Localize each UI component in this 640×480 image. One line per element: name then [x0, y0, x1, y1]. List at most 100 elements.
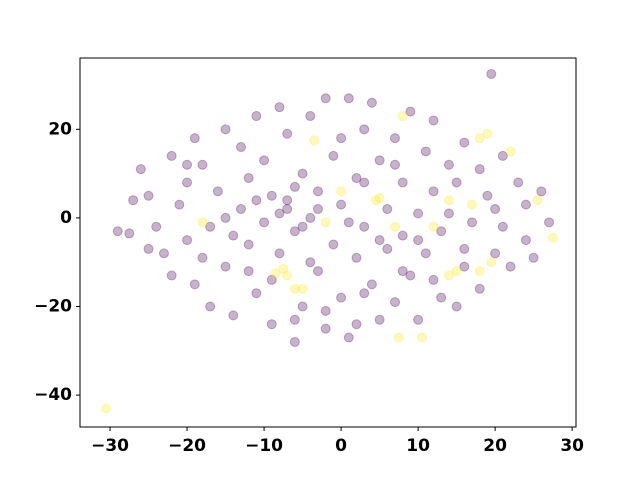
- point: [443, 195, 454, 206]
- point: [451, 301, 462, 312]
- point: [205, 301, 216, 312]
- point: [359, 288, 370, 299]
- y-tick-label: 0: [60, 208, 72, 228]
- point: [297, 221, 308, 232]
- point: [482, 190, 493, 201]
- point: [197, 217, 208, 228]
- point: [343, 217, 354, 228]
- point: [397, 111, 408, 122]
- point: [436, 292, 447, 303]
- point: [297, 301, 308, 312]
- point: [189, 133, 200, 144]
- point: [212, 186, 223, 197]
- point: [128, 195, 139, 206]
- point: [158, 248, 169, 259]
- point: [393, 332, 404, 343]
- point: [336, 133, 347, 144]
- point: [197, 159, 208, 170]
- point: [235, 142, 246, 153]
- point: [420, 146, 431, 157]
- point: [266, 319, 277, 330]
- point: [189, 279, 200, 290]
- point: [505, 146, 516, 157]
- point: [197, 252, 208, 263]
- point: [451, 177, 462, 188]
- x-tick-label: 10: [406, 436, 430, 456]
- point: [390, 159, 401, 170]
- point: [474, 266, 485, 277]
- point: [497, 221, 508, 232]
- point: [374, 155, 385, 166]
- point: [467, 217, 478, 228]
- point: [443, 270, 454, 281]
- x-tick-label: 20: [483, 436, 507, 456]
- point: [520, 199, 531, 210]
- point: [135, 164, 146, 175]
- point: [474, 133, 485, 144]
- point: [328, 239, 339, 250]
- point: [101, 403, 112, 414]
- point: [182, 235, 193, 246]
- point: [390, 133, 401, 144]
- point: [351, 319, 362, 330]
- point: [220, 261, 231, 272]
- point: [274, 208, 285, 219]
- point: [459, 243, 470, 254]
- point: [112, 226, 123, 237]
- point: [443, 208, 454, 219]
- point: [413, 235, 424, 246]
- point: [436, 226, 447, 237]
- point: [289, 336, 300, 347]
- point: [182, 159, 193, 170]
- point: [343, 93, 354, 104]
- point: [182, 177, 193, 188]
- point: [370, 195, 381, 206]
- point: [428, 221, 439, 232]
- point: [359, 124, 370, 135]
- point: [374, 314, 385, 325]
- point: [282, 204, 293, 215]
- point: [282, 128, 293, 139]
- x-tick-label: −20: [168, 436, 206, 456]
- point: [413, 314, 424, 325]
- point: [205, 221, 216, 232]
- point: [366, 97, 377, 108]
- point: [305, 257, 316, 268]
- point: [359, 221, 370, 232]
- point: [428, 115, 439, 126]
- point: [309, 135, 320, 146]
- point: [374, 235, 385, 246]
- point: [382, 204, 393, 215]
- point: [532, 195, 543, 206]
- y-tick-label: −20: [34, 297, 72, 317]
- point: [359, 177, 370, 188]
- point: [397, 177, 408, 188]
- point: [405, 270, 416, 281]
- point: [397, 266, 408, 277]
- point: [320, 323, 331, 334]
- point: [343, 332, 354, 343]
- point: [251, 111, 262, 122]
- point: [259, 155, 270, 166]
- point: [416, 332, 427, 343]
- y-tick-label: 20: [48, 119, 72, 139]
- point: [166, 270, 177, 281]
- point: [328, 150, 339, 161]
- point: [428, 274, 439, 285]
- point: [312, 266, 323, 277]
- point: [143, 190, 154, 201]
- point: [544, 217, 555, 228]
- point: [124, 228, 135, 239]
- point: [336, 186, 347, 197]
- point: [174, 199, 185, 210]
- point: [413, 208, 424, 219]
- point: [305, 212, 316, 223]
- point: [547, 232, 558, 243]
- point: [289, 226, 300, 237]
- point: [320, 217, 331, 228]
- point: [251, 195, 262, 206]
- point: [474, 283, 485, 294]
- point: [320, 305, 331, 316]
- point: [490, 204, 501, 215]
